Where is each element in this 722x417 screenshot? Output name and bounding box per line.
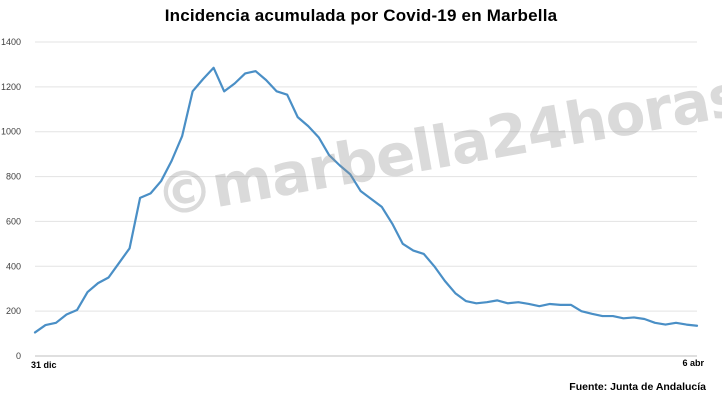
source-note: Fuente: Junta de Andalucía xyxy=(569,381,706,393)
gridlines xyxy=(35,41,697,312)
y-tick-label-1400: 1400 xyxy=(1,37,21,47)
y-axis: 0 200 400 600 800 1000 1200 1400 xyxy=(1,37,21,361)
y-tick-label-600: 600 xyxy=(6,216,21,226)
y-tick-label-0: 0 xyxy=(16,351,21,361)
y-tick-label-1000: 1000 xyxy=(1,127,21,137)
y-tick-label-1200: 1200 xyxy=(1,82,21,92)
x-axis: 31 dic 6 abr xyxy=(31,358,704,370)
x-tick-label-end: 6 abr xyxy=(682,358,704,368)
x-tick-label-start: 31 dic xyxy=(31,360,57,370)
series-line xyxy=(33,66,699,334)
y-tick-label-400: 400 xyxy=(6,261,21,271)
y-tick-label-200: 200 xyxy=(6,306,21,316)
y-tick-label-800: 800 xyxy=(6,172,21,182)
chart-title: Incidencia acumulada por Covid-19 en Mar… xyxy=(164,6,558,25)
